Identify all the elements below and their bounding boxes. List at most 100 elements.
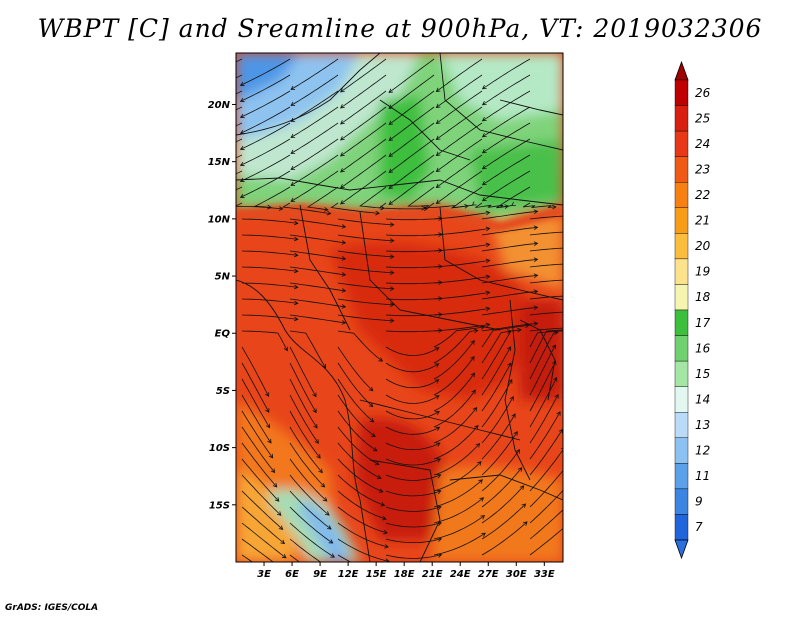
- streamline-arrow: [190, 173, 194, 177]
- streamline: [433, 326, 485, 348]
- streamline: [426, 202, 469, 209]
- streamline: [337, 458, 383, 493]
- streamline: [281, 202, 331, 214]
- colorbar-label: 24: [695, 137, 710, 151]
- streamline: [433, 276, 490, 284]
- streamline-arrow: [551, 344, 556, 350]
- streamline: [481, 258, 538, 268]
- streamline-arrow: [324, 511, 330, 516]
- streamline-arrow: [328, 539, 334, 544]
- lon-label: 9E: [313, 569, 327, 580]
- streamline: [337, 266, 394, 274]
- streamline-arrow: [582, 214, 586, 218]
- streamline: [529, 279, 563, 284]
- streamline-arrow: [513, 431, 518, 436]
- streamline-arrow: [582, 326, 586, 330]
- streamline-arrow: [265, 423, 270, 429]
- streamline: [388, 106, 435, 141]
- colorbar-swatch: [674, 207, 689, 234]
- streamline: [388, 74, 435, 109]
- streamline-arrow: [369, 417, 375, 423]
- streamline: [241, 378, 270, 428]
- streamline-arrow: [290, 101, 296, 106]
- streamline-arrow: [190, 109, 194, 113]
- streamline: [482, 106, 531, 138]
- colorbar-label: 26: [695, 86, 711, 100]
- streamline: [340, 74, 387, 109]
- streamline-arrow: [524, 323, 530, 329]
- streamline-arrow: [485, 290, 491, 296]
- map-axes: 20N 15N 10N 5N EQ 5S 10S 15S 3E 6E 9E 12E 15E 18E 21E 2…: [208, 100, 555, 580]
- streamline-arrow: [517, 327, 522, 333]
- streamline: [337, 490, 387, 520]
- streamline: [240, 122, 291, 150]
- streamlines: [190, 58, 586, 562]
- streamline-arrow: [388, 104, 394, 109]
- streamline: [529, 344, 556, 396]
- streamline: [529, 411, 561, 460]
- streamline-arrow: [582, 294, 586, 298]
- streamline-arrow: [434, 363, 440, 368]
- streamline: [289, 314, 346, 324]
- streamline: [529, 330, 563, 348]
- streamline: [529, 489, 563, 524]
- streamline: [482, 154, 531, 186]
- streamline: [337, 362, 374, 407]
- lon-label: 21E: [422, 569, 443, 580]
- streamline: [529, 215, 563, 220]
- streamline: [433, 443, 480, 476]
- streamline: [529, 469, 563, 508]
- lat-label: 15S: [209, 500, 230, 511]
- wbpt-field: [190, 53, 586, 562]
- streamline: [481, 242, 538, 252]
- streamline: [481, 362, 512, 412]
- streamline: [378, 202, 428, 210]
- streamline-arrow: [481, 149, 487, 154]
- streamline-arrow: [570, 520, 574, 524]
- lon-label: 6E: [285, 569, 299, 580]
- streamline-arrow: [380, 502, 386, 507]
- streamline-arrow: [434, 395, 440, 400]
- lon-label: 24E: [450, 569, 471, 580]
- streamline-arrow: [552, 204, 557, 210]
- streamline-arrow: [485, 306, 491, 312]
- streamline-arrow: [435, 426, 441, 431]
- streamline-arrow: [568, 502, 572, 506]
- streamline-arrow: [485, 210, 491, 216]
- streamline: [236, 170, 243, 175]
- streamline: [433, 292, 490, 300]
- streamline: [241, 234, 298, 240]
- streamline: [290, 90, 339, 122]
- streamline: [482, 122, 531, 154]
- streamline: [529, 311, 563, 316]
- streamline-arrow: [473, 328, 479, 334]
- streamline-arrow: [389, 318, 395, 323]
- colorbar-swatch: [674, 514, 689, 541]
- streamline: [385, 346, 439, 356]
- streamline-arrow: [239, 81, 245, 87]
- streamline-arrow: [435, 442, 441, 447]
- streamline: [481, 306, 538, 316]
- colorbar-label: 17: [695, 316, 711, 330]
- streamline: [529, 361, 557, 412]
- streamline: [289, 506, 333, 544]
- streamline-arrow: [239, 145, 245, 151]
- streamline-arrow: [436, 458, 442, 463]
- country-borders: [236, 53, 563, 562]
- streamline: [481, 379, 513, 428]
- streamline-arrow: [341, 240, 347, 245]
- streamline: [388, 170, 435, 205]
- streamline: [433, 356, 475, 396]
- streamline-arrow: [435, 167, 441, 172]
- lon-label: 15E: [366, 569, 387, 580]
- streamline-arrow: [479, 497, 485, 502]
- streamline: [359, 186, 387, 209]
- streamline-arrow: [471, 201, 477, 206]
- streamline: [241, 218, 298, 224]
- streamline: [337, 282, 394, 290]
- streamline: [385, 442, 441, 451]
- colorbar-label: 23: [695, 162, 710, 176]
- streamline: [385, 217, 442, 221]
- streamline: [289, 218, 346, 228]
